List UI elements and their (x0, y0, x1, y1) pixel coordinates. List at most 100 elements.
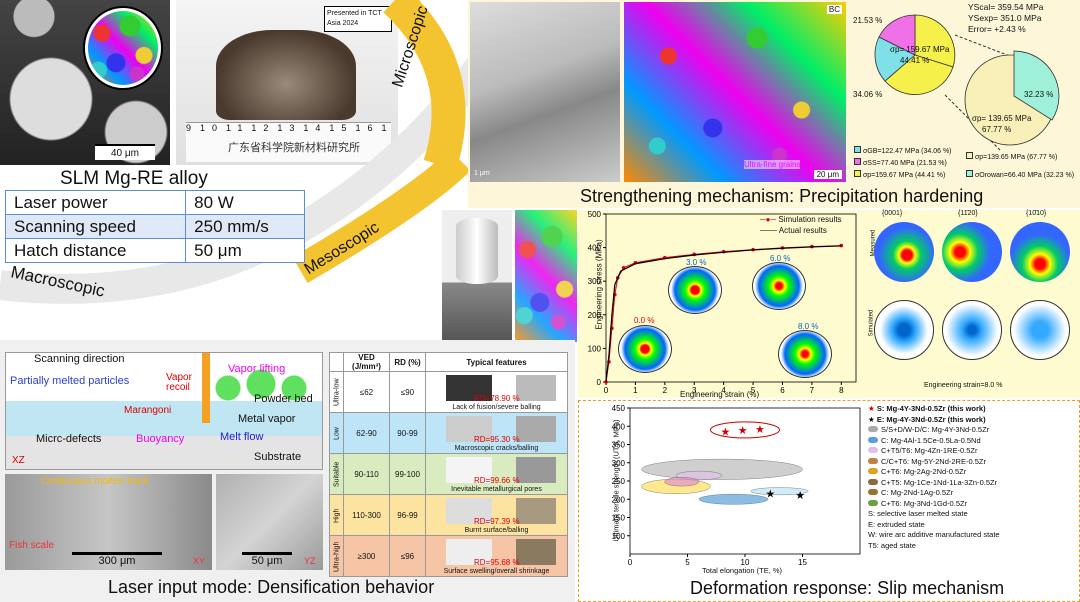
row-feature: Inevitable metallurgical pores (451, 486, 542, 493)
legend-text: C+T5/T6: Mg-4Zn-1RE-0.5Zr (881, 446, 978, 455)
legend-text: C: Mg-2Nd-1Ag-0.5Zr (881, 488, 954, 497)
yz-label: YZ (304, 556, 316, 566)
row-rd: ≤96 (389, 535, 426, 577)
legend-text: S: Mg-4Y-3Nd-0.5Zr (this work) (876, 404, 986, 413)
pf-s-1120 (942, 300, 1002, 360)
ebsd-inset (85, 8, 161, 88)
pf-grid: {0001} {11̄20} {10̄10} Measured Simulate… (868, 210, 1078, 392)
metal-vapor-label: Metal vapor (238, 413, 296, 425)
process-params-table: Laser power 80 W Scanning speed 250 mm/s H… (4, 190, 305, 263)
legend-swatch (868, 457, 878, 464)
y-tick-label: 350 (612, 441, 626, 450)
row-rd: 99-100 (389, 453, 426, 495)
th-rd: RD (%) (389, 352, 426, 372)
deform-legend-item: S/S+D/W-D/C: Mg-4Y-3Nd-0.5Zr (868, 425, 1078, 436)
ebsd-scale: 20 μm (813, 170, 842, 179)
legend-text: T5: aged state (868, 540, 916, 550)
pf-inset-0 (618, 325, 672, 373)
deform-legend-item: C+T5/T6: Mg-4Zn-1RE-0.5Zr (868, 446, 1078, 457)
legend-text: C+T5: Mg-1Ce-1Nd-1La-3Zn-0.5Zr (881, 477, 998, 487)
y-tick-label: 200 (588, 311, 602, 320)
ebsd-map: BC Ultra-fine grains 20 μm (624, 2, 846, 182)
ved-row: Low 62-90 90-99 RD=95.30 % Macroscopic cr… (329, 412, 568, 454)
y-tick-label: 250 (612, 477, 626, 486)
deform-legend-item: T5: aged state (868, 541, 1078, 552)
deform-title: Deformation response: Slip mechanism (690, 578, 1005, 598)
ys-cal: YScal= 359.54 MPa (968, 2, 1044, 12)
tct-badge: Presented in TCT Asia 2024 (324, 6, 392, 32)
x-tick-label: 2 (663, 386, 668, 395)
x-tick-label: 15 (798, 558, 807, 567)
data-cluster (750, 487, 809, 496)
sample-photo (442, 210, 512, 342)
data-star: ★ (765, 488, 775, 500)
pf-header-1010: {10̄10} (1026, 210, 1047, 217)
ved-row: Ultra-low ≤62 ≤90 RD=78.90 % Lack of fusi… (329, 371, 568, 413)
deform-legend-item: C/C+T6: Mg-5Y-2Nd-2RE-0.5Zr (868, 457, 1078, 468)
legend-p: σp=159.67 MPa (44.41 %) (862, 172, 946, 179)
micro-defects-label: Micrc-defects (36, 433, 102, 445)
pf-s-1010 (1010, 300, 1070, 360)
y-tick-label: 150 (612, 514, 626, 523)
row-ved: ≤62 (343, 371, 390, 413)
xz-label: XZ (12, 455, 25, 466)
deform-legend-item: C+T6: Mg-2Ag-2Nd-0.5Zr (868, 467, 1078, 478)
legend-text: C/C+T6: Mg-5Y-2Nd-2RE-0.5Zr (881, 456, 986, 466)
row-level: High (329, 494, 344, 536)
strength-pies (874, 14, 1060, 151)
melt-pool-schematic: Scanning direction Partially melted part… (5, 352, 323, 470)
pf-m-1010 (1010, 222, 1070, 282)
legend-swatch: ★ (868, 414, 877, 424)
pie1-sigma-pct: 44.41 % (900, 56, 930, 65)
row-feature: Lack of fusion/severe balling (452, 404, 541, 411)
param-row: Hatch distance 50 μm (4, 238, 305, 263)
param-name: Scanning speed (4, 214, 187, 239)
deform-xlabel: Total elongation (TE, %) (702, 566, 783, 575)
row-rd: ≤90 (389, 371, 426, 413)
pie2-sigma-pct: 67.77 % (982, 125, 1012, 134)
param-value: 250 mm/s (185, 214, 305, 239)
pie2-sigma: σp= 139.65 MPa (972, 114, 1032, 123)
row-level: Low (329, 412, 344, 454)
deform-legend-item: E: extruded state (868, 520, 1078, 531)
ruler-numbers: 91011121314151617181920 (186, 123, 391, 135)
legend-swatch (868, 436, 878, 443)
legend-orowan: σOrowan=66.40 MPa (32.23 %) (974, 172, 1075, 179)
powder-scale-bar: 40 μm (95, 144, 155, 160)
data-cluster (664, 477, 700, 487)
pf-m-1120 (942, 222, 1002, 282)
legend-swatch (868, 499, 878, 506)
y-tick-label: 100 (588, 344, 602, 353)
x-tick-label: 3 (692, 386, 697, 395)
laser-title: Laser input mode: Densification behavior (108, 577, 435, 597)
meso-ebsd (515, 210, 577, 342)
legend-text: S/S+D/W-D/C: Mg-4Y-3Nd-0.5Zr (881, 425, 990, 434)
legend-swatch: ★ (868, 404, 877, 413)
param-name: Hatch distance (4, 238, 187, 263)
ruler-number: 13 (277, 123, 302, 133)
pie1 (874, 14, 956, 95)
pie2-orowan-pct: 32.23 % (1024, 90, 1054, 99)
impeller-part (216, 30, 356, 120)
xy-label: XY (193, 556, 206, 566)
deform-legend-item: C: Mg-4Al-1.5Ce-0.5La-0.5Nd (868, 436, 1078, 447)
partially-melted-label: Partially melted particles (10, 375, 130, 387)
x-tick-label: 6 (780, 386, 785, 395)
scale-300um: 300 μm (72, 552, 162, 567)
continuous-track-label: Continuous molten track (41, 476, 149, 487)
deform-legend-item: C: Mg-2Nd-1Ag-0.5Zr (868, 488, 1078, 499)
legend-text: E: Mg-4Y-3Nd-0.5Zr (this work) (876, 414, 986, 424)
deform-legend-item: C+T6: Mg-3Nd-1Gd-0.5Zr (868, 499, 1078, 510)
plot-frame (605, 213, 857, 383)
ruler-text: 广东省科学院新材料研究所 (228, 142, 360, 154)
ys-error: Error= +2.43 % (968, 24, 1026, 34)
th-features: Typical features (425, 352, 568, 372)
strain-label-3: 3.0 % (686, 258, 707, 267)
row-ved: 110-300 (343, 494, 390, 536)
ved-row: High 110-300 96-99 RD=97.39 % Burnt surfa… (329, 494, 568, 536)
row-rd: 90-99 (389, 412, 426, 454)
y-tick-label: 400 (588, 244, 602, 253)
strength-panel: 1 μm BC Ultra-fine grains 20 μm 21.53 % … (468, 0, 1080, 208)
fish-scale-label: Fish scale (9, 540, 55, 551)
row-rdval: RD=97.39 % (474, 517, 520, 526)
